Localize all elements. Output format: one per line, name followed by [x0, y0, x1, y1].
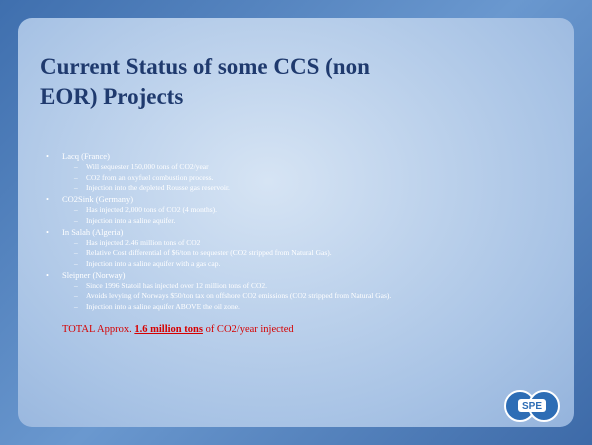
- bullet: CO2Sink (Germany): [62, 194, 134, 204]
- total-after: of CO2/year injected: [205, 324, 294, 335]
- sub-marker: –: [74, 172, 78, 182]
- total-emphasis: 1.6 million tons: [134, 324, 203, 335]
- sub-bullet: Has injected 2.46 million tons of CO2: [86, 237, 201, 247]
- sub-bullet: CO2 from an oxyfuel combustion process.: [86, 172, 214, 182]
- sub-bullet: Injection into a saline aquifer.: [86, 215, 176, 225]
- sub-bullet: Injection into a saline aquifer with a g…: [86, 258, 221, 268]
- sub-bullet: Relative Cost differential of $6/ton to …: [86, 248, 332, 257]
- sub-marker: –: [74, 280, 78, 290]
- sub-bullet: Has injected 2,000 tons of CO2 (4 months…: [86, 205, 218, 214]
- sub-marker: –: [74, 248, 78, 257]
- sub-bullet: Will sequester 150,000 tons of CO2/year: [86, 162, 209, 171]
- sub-marker: –: [74, 301, 78, 311]
- title-line: EOR) Projects: [40, 84, 184, 109]
- sub-bullet: Avoids levying of Norways $50/ton tax on…: [86, 291, 392, 300]
- logo-text: SPE: [522, 401, 542, 412]
- sub-bullet: Injection into a saline aquifer ABOVE th…: [86, 301, 240, 311]
- bullet-marker: •: [46, 194, 49, 204]
- sub-marker: –: [74, 237, 78, 247]
- bullet: In Salah (Algeria): [62, 226, 124, 237]
- title-line: Current Status of some CCS (non: [40, 54, 370, 79]
- total-line: TOTAL Approx. 1.6 million tons of CO2/ye…: [62, 324, 294, 335]
- sub-bullet: Since 1996 Statoil has injected over 12 …: [86, 280, 268, 290]
- sub-marker: –: [74, 183, 78, 192]
- sub-marker: –: [74, 205, 78, 214]
- sub-bullet: Injection into the depleted Rousse gas r…: [86, 183, 230, 192]
- panel: [18, 18, 574, 427]
- bullet-marker: •: [46, 151, 49, 161]
- bullet: Lacq (France): [62, 151, 110, 161]
- bullet-marker: •: [46, 226, 49, 237]
- sub-marker: –: [74, 291, 78, 300]
- sub-marker: –: [74, 258, 78, 268]
- logo: SPE: [504, 390, 560, 422]
- bullet-marker: •: [46, 269, 49, 280]
- total-before: TOTAL Approx.: [62, 324, 132, 335]
- sub-marker: –: [74, 162, 78, 171]
- sub-marker: –: [74, 215, 78, 225]
- bullet: Sleipner (Norway): [62, 269, 126, 280]
